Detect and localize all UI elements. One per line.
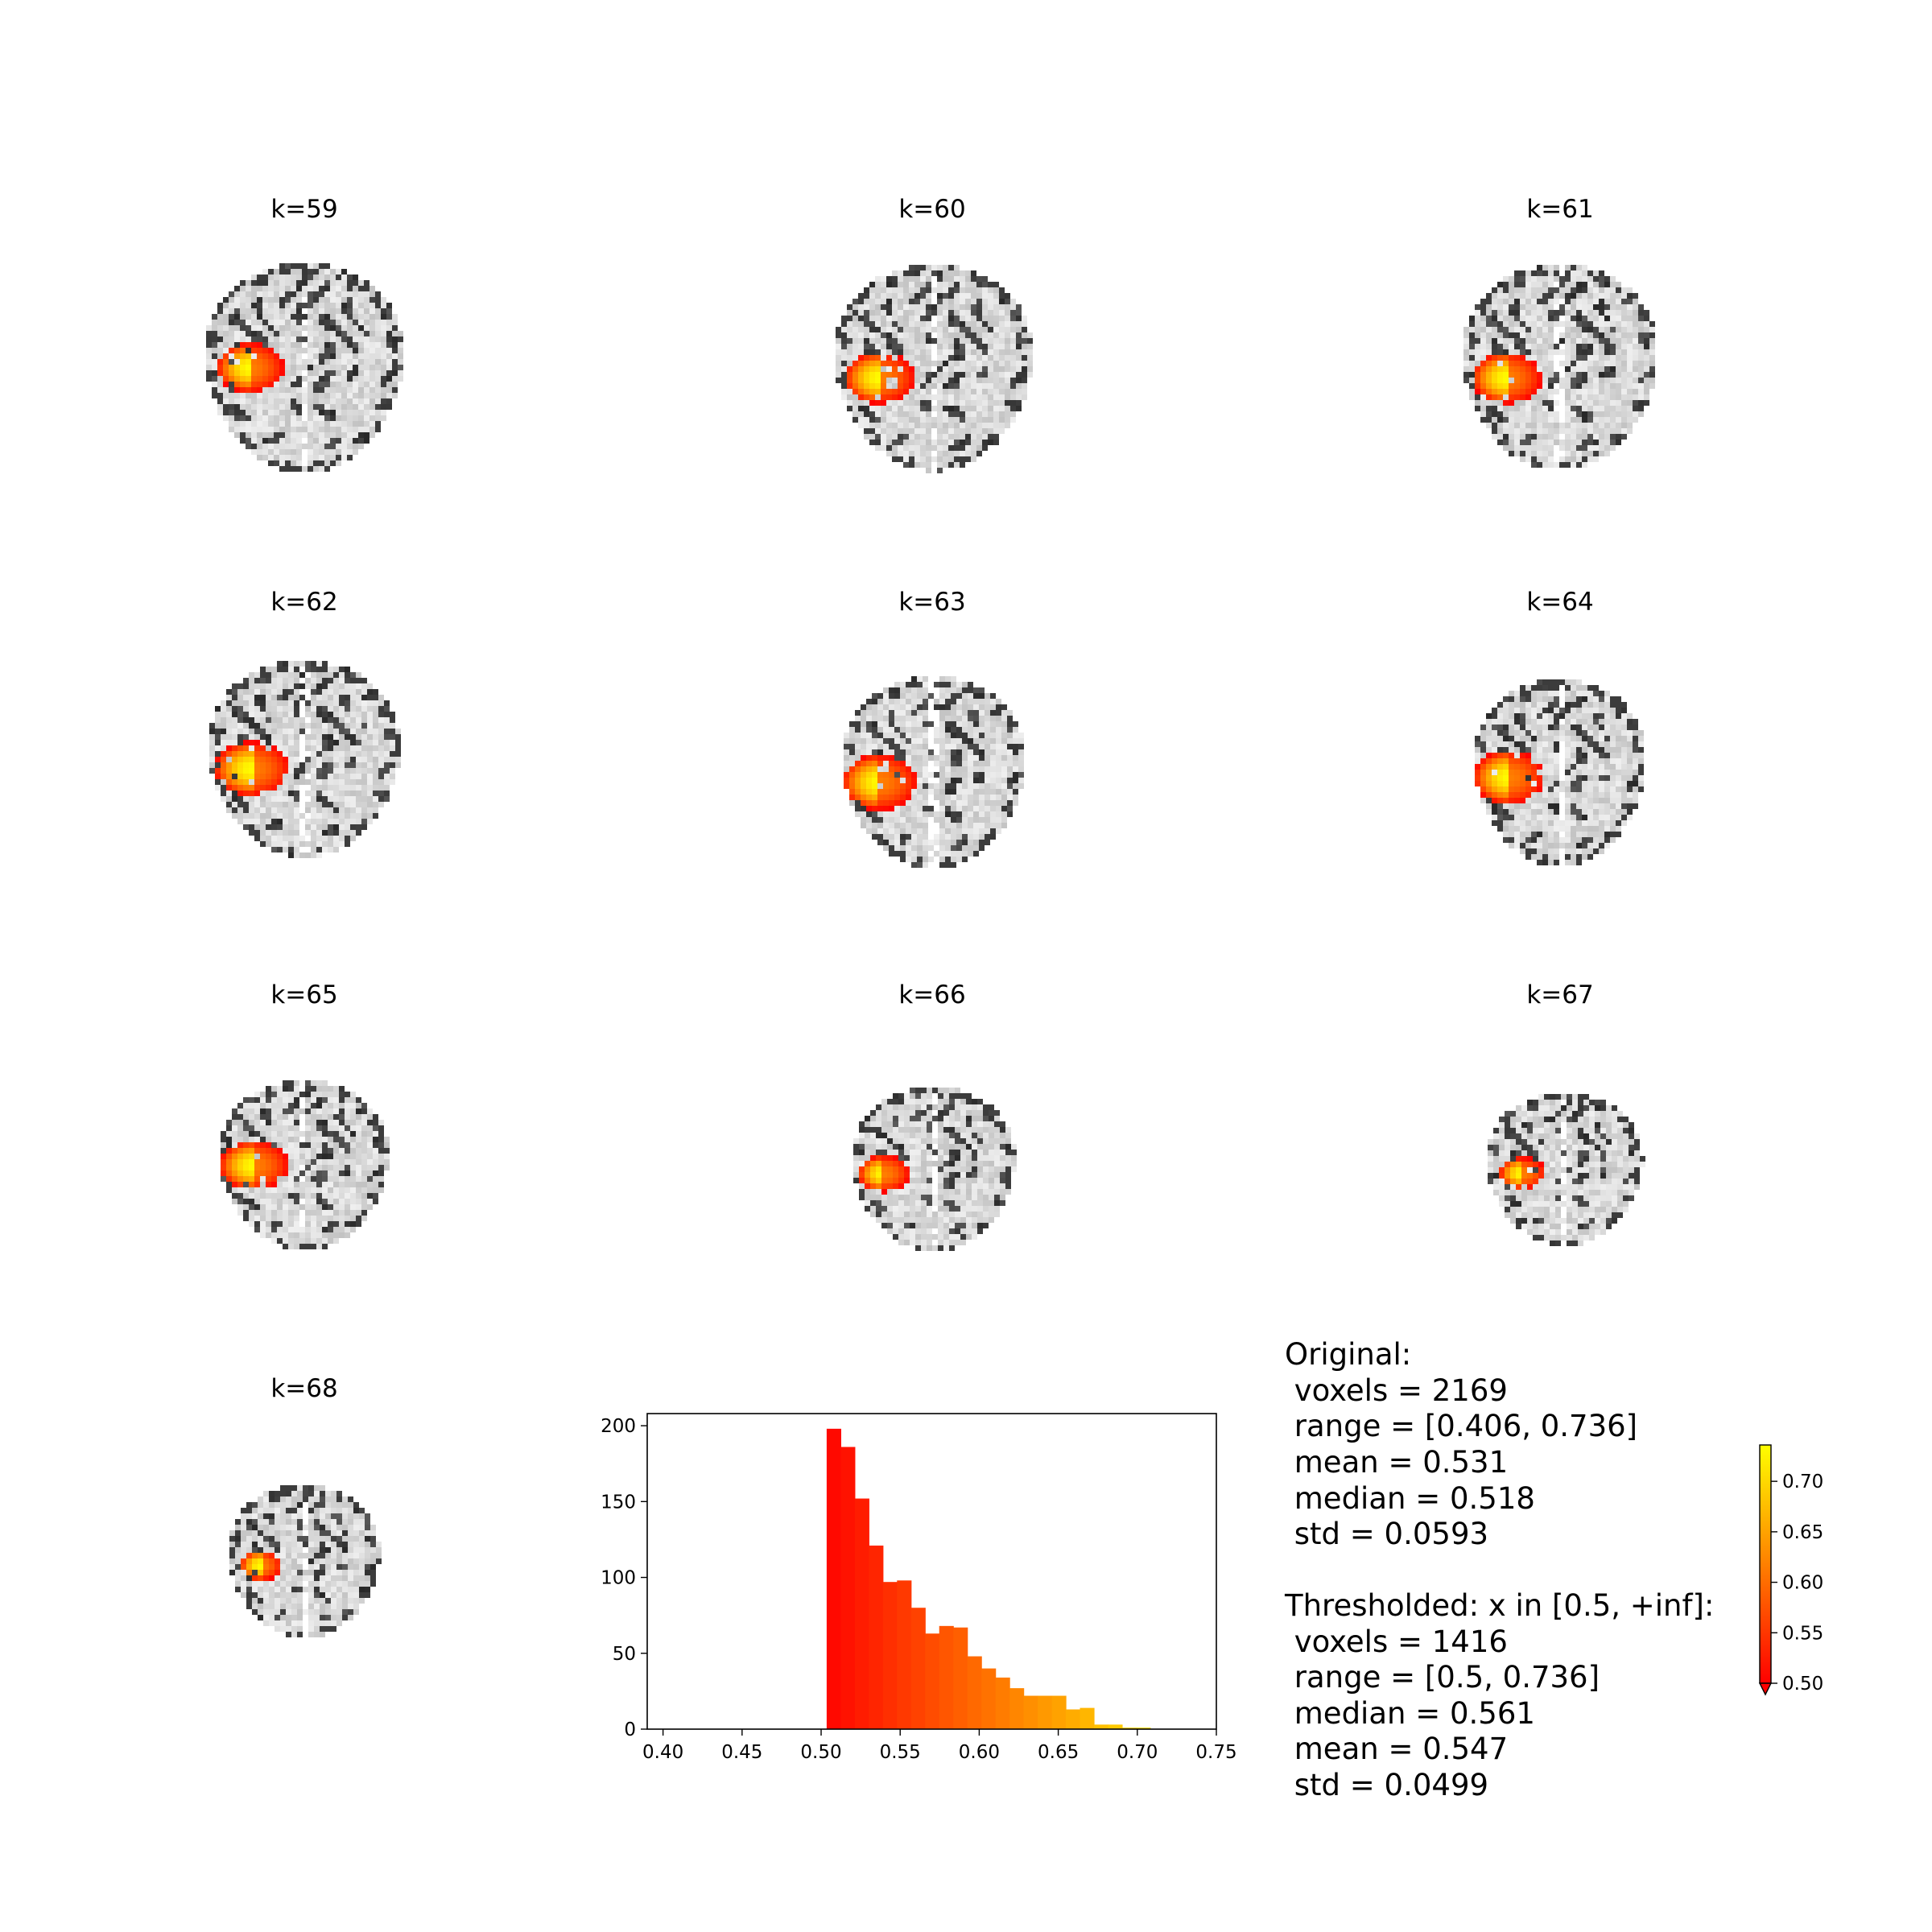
stats-original-header: Original:: [1285, 1337, 1411, 1372]
colorbar-extend-arrow: [1758, 1682, 1773, 1696]
y-tick-label: 100: [601, 1568, 636, 1589]
colorbar-tick-label: 0.60: [1782, 1573, 1823, 1594]
histogram-bar: [967, 1656, 982, 1729]
slice-title: k=59: [270, 195, 337, 224]
histogram-bar: [1009, 1688, 1025, 1729]
slice-title: k=60: [898, 195, 965, 224]
stats-line: median = 0.518: [1285, 1481, 1535, 1516]
histogram: 0.40 0.45 0.50 0.55 0.60 0.65 0.70 0.75 0 50 100 1…: [601, 1413, 1237, 1763]
histogram-bars: [826, 1428, 1151, 1729]
histogram-bar: [1136, 1728, 1151, 1729]
histogram-bar: [953, 1627, 968, 1729]
slice-title: k=65: [270, 980, 337, 1009]
histogram-bar: [1066, 1709, 1081, 1729]
stats-line: voxels = 2169: [1285, 1373, 1508, 1408]
brain-slice-image: [1488, 1094, 1645, 1246]
stats-line: mean = 0.547: [1285, 1732, 1508, 1766]
histogram-bar: [939, 1625, 954, 1729]
stats-line: std = 0.0499: [1285, 1768, 1488, 1802]
histogram-bar: [840, 1447, 856, 1729]
slice-panel: k=59: [206, 195, 403, 472]
histogram-bar: [1051, 1695, 1067, 1729]
brain-slice-image: [209, 661, 401, 858]
histogram-bar: [1121, 1728, 1137, 1729]
histogram-bar: [910, 1608, 926, 1729]
slice-title: k=64: [1526, 588, 1593, 617]
slice-title: k=61: [1526, 195, 1593, 224]
slice-panel: k=67: [1488, 980, 1645, 1246]
stats-line: range = [0.5, 0.736]: [1285, 1660, 1600, 1695]
brain-slice-image: [206, 263, 403, 472]
histogram-bar: [1093, 1724, 1109, 1729]
slice-panel: k=64: [1475, 588, 1644, 865]
stats-line: median = 0.561: [1285, 1696, 1535, 1731]
slice-title: k=68: [270, 1374, 337, 1403]
brain-slice-image: [836, 265, 1033, 473]
stats-text: Original: voxels = 2169 range = [0.406, …: [1284, 1337, 1714, 1802]
slice-title: k=66: [898, 980, 965, 1009]
stats-line: voxels = 1416: [1285, 1624, 1508, 1659]
x-tick-label: 0.45: [721, 1742, 762, 1763]
colorbar-tick-label: 0.50: [1782, 1674, 1823, 1695]
slice-title: k=63: [898, 588, 965, 617]
slice-title: k=62: [270, 588, 337, 617]
colorbar-ticks: 0.50 0.55 0.60 0.65 0.70: [1771, 1472, 1823, 1695]
slice-panel: k=68: [229, 1374, 382, 1637]
stats-line: mean = 0.531: [1285, 1445, 1508, 1480]
y-tick-label: 50: [613, 1644, 636, 1665]
histogram-bar: [925, 1633, 940, 1729]
histogram-bar: [826, 1428, 841, 1729]
slice-panel: k=63: [844, 588, 1024, 868]
slice-panel: k=60: [836, 195, 1033, 473]
slice-title: k=67: [1526, 980, 1593, 1009]
colorbar-tick-label: 0.70: [1782, 1472, 1823, 1492]
x-tick-label: 0.70: [1117, 1742, 1158, 1763]
stats-line: range = [0.406, 0.736]: [1285, 1409, 1637, 1443]
slice-panel: k=61: [1463, 195, 1655, 468]
y-axis: 0 50 100 150 200: [601, 1416, 647, 1740]
y-tick-label: 150: [601, 1492, 636, 1513]
x-axis: 0.40 0.45 0.50 0.55 0.60 0.65 0.70 0.75: [642, 1729, 1237, 1763]
colorbar-tick-label: 0.65: [1782, 1522, 1823, 1543]
histogram-bar: [1038, 1695, 1053, 1729]
x-tick-label: 0.40: [642, 1742, 683, 1763]
colorbar-tick-label: 0.55: [1782, 1623, 1823, 1644]
slice-panel: k=66: [853, 980, 1017, 1251]
brain-slice-image: [844, 676, 1024, 868]
stats-thresholded-header: Thresholded: x in [0.5, +inf]:: [1284, 1588, 1714, 1623]
histogram-bar: [1023, 1695, 1038, 1729]
histogram-bar: [869, 1545, 884, 1729]
x-tick-label: 0.50: [800, 1742, 841, 1763]
y-tick-label: 200: [601, 1416, 636, 1437]
histogram-bar: [854, 1498, 869, 1729]
brain-slice-image: [853, 1088, 1017, 1251]
colorbar-gradient: [1759, 1444, 1772, 1684]
histogram-bar: [897, 1580, 912, 1729]
slice-panel: k=62: [209, 588, 401, 858]
x-tick-label: 0.65: [1038, 1742, 1079, 1763]
slice-panel: k=65: [221, 980, 390, 1249]
histogram-bar: [981, 1668, 997, 1729]
x-tick-label: 0.55: [880, 1742, 921, 1763]
brain-slice-image: [1463, 265, 1655, 468]
x-tick-label: 0.75: [1195, 1742, 1236, 1763]
x-tick-label: 0.60: [959, 1742, 1000, 1763]
histogram-bar: [882, 1582, 898, 1729]
brain-slice-image: [229, 1485, 382, 1637]
y-tick-label: 0: [624, 1719, 636, 1740]
histogram-bar: [1080, 1707, 1095, 1729]
colorbar: 0.50 0.55 0.60 0.65 0.70: [1758, 1444, 1823, 1696]
brain-slice-image: [221, 1080, 390, 1249]
histogram-bar: [1108, 1724, 1123, 1729]
plot-frame: [646, 1413, 1217, 1730]
histogram-bar: [995, 1677, 1010, 1729]
brain-slice-image: [1475, 679, 1644, 865]
stats-line: std = 0.0593: [1285, 1517, 1488, 1551]
